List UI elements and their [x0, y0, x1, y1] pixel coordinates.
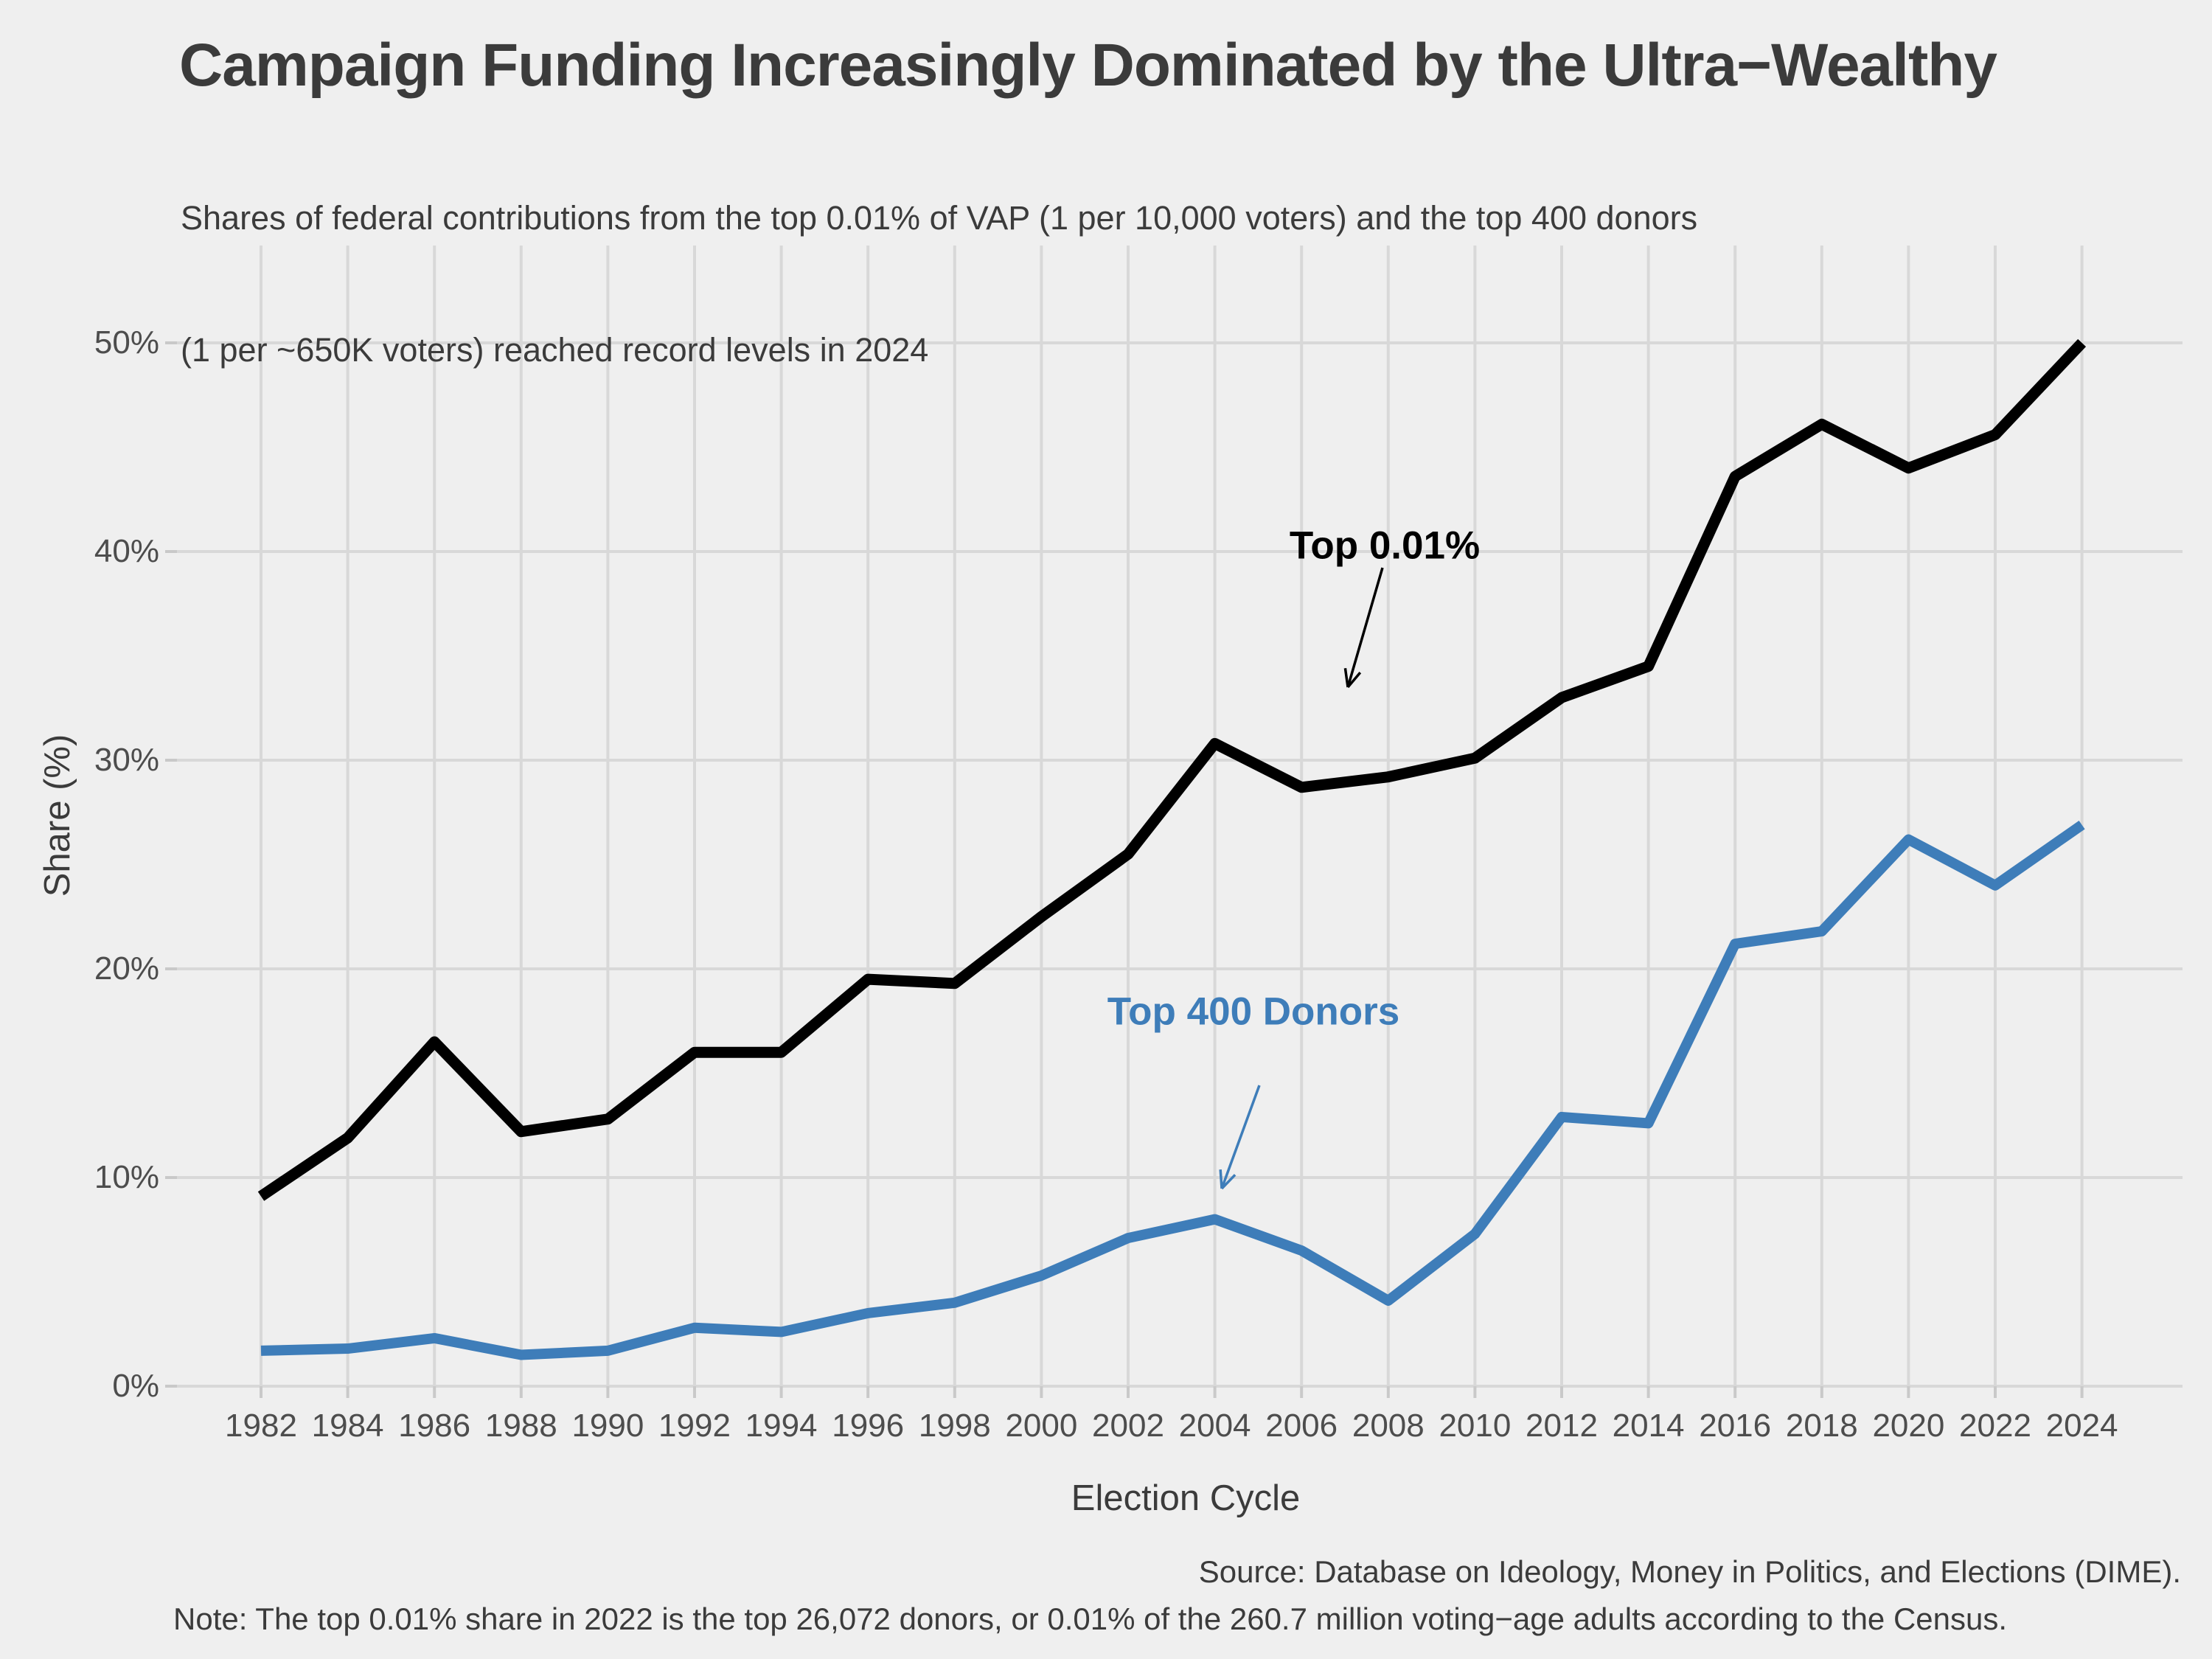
- annotation-arrow-top-400-donors-head: [1220, 1174, 1237, 1190]
- y-tick-label: 40%: [94, 533, 159, 569]
- x-tick-label: 2010: [1439, 1408, 1512, 1444]
- annotation-top-0-01-label: Top 0.01%: [1289, 524, 1481, 568]
- x-tick-label: 1998: [918, 1408, 991, 1444]
- x-tick-label: 1988: [484, 1408, 557, 1444]
- x-tick-label: 1990: [571, 1408, 644, 1444]
- annotation-arrow-top-0-01-head: [1346, 672, 1362, 689]
- x-tick-label: 1994: [745, 1408, 818, 1444]
- source-text: Source: Database on Ideology, Money in P…: [1198, 1554, 2181, 1589]
- x-tick-label: 2018: [1785, 1408, 1858, 1444]
- x-tick-label: 2020: [1872, 1408, 1945, 1444]
- x-tick-label: 2022: [1959, 1408, 2031, 1444]
- x-tick-label: 1992: [658, 1408, 731, 1444]
- subtitle-line-1: Shares of federal contributions from the…: [181, 198, 1698, 237]
- x-tick-label: 1982: [225, 1408, 297, 1444]
- y-tick-label: 0%: [112, 1368, 159, 1404]
- note-text: Note: The top 0.01% share in 2022 is the…: [173, 1601, 2008, 1636]
- series-line-top-400-donors: [260, 820, 2085, 1360]
- y-tick-label: 50%: [94, 324, 159, 361]
- y-tick-label: 20%: [94, 950, 159, 987]
- annotation-arrow-top-400-donors-head: [1219, 1169, 1223, 1189]
- chart-title: Campaign Funding Increasingly Dominated …: [179, 32, 1997, 99]
- x-tick-label: 2008: [1352, 1408, 1425, 1444]
- x-tick-label: 2014: [1612, 1408, 1685, 1444]
- x-tick-label: 2024: [2045, 1408, 2118, 1444]
- x-tick-label: 2016: [1699, 1408, 1772, 1444]
- y-tick-label: 30%: [94, 742, 159, 778]
- x-tick-label: 2006: [1265, 1408, 1338, 1444]
- x-tick-label: 2002: [1092, 1408, 1164, 1444]
- y-tick-label: 10%: [94, 1159, 159, 1195]
- x-tick-label: 2004: [1178, 1408, 1251, 1444]
- x-tick-label: 2012: [1526, 1408, 1598, 1444]
- annotation-arrow-top-400-donors: [1220, 1085, 1261, 1189]
- x-tick-label: 1986: [398, 1408, 471, 1444]
- x-tick-label: 2000: [1005, 1408, 1078, 1444]
- annotation-arrow-top-0-01: [1346, 567, 1384, 688]
- x-tick-label: 1984: [311, 1408, 384, 1444]
- subtitle-line-2: (1 per ~650K voters) reached record leve…: [181, 331, 929, 369]
- x-axis-title: Election Cycle: [1071, 1478, 1301, 1518]
- x-tick-label: 1996: [832, 1408, 905, 1444]
- chart-subtitle: Shares of federal contributions from the…: [181, 108, 1697, 461]
- annotation-top-400-donors-label: Top 400 Donors: [1107, 990, 1400, 1034]
- annotation-arrow-top-0-01-head: [1343, 668, 1349, 688]
- series-line-top-0-01-: [257, 338, 2087, 1201]
